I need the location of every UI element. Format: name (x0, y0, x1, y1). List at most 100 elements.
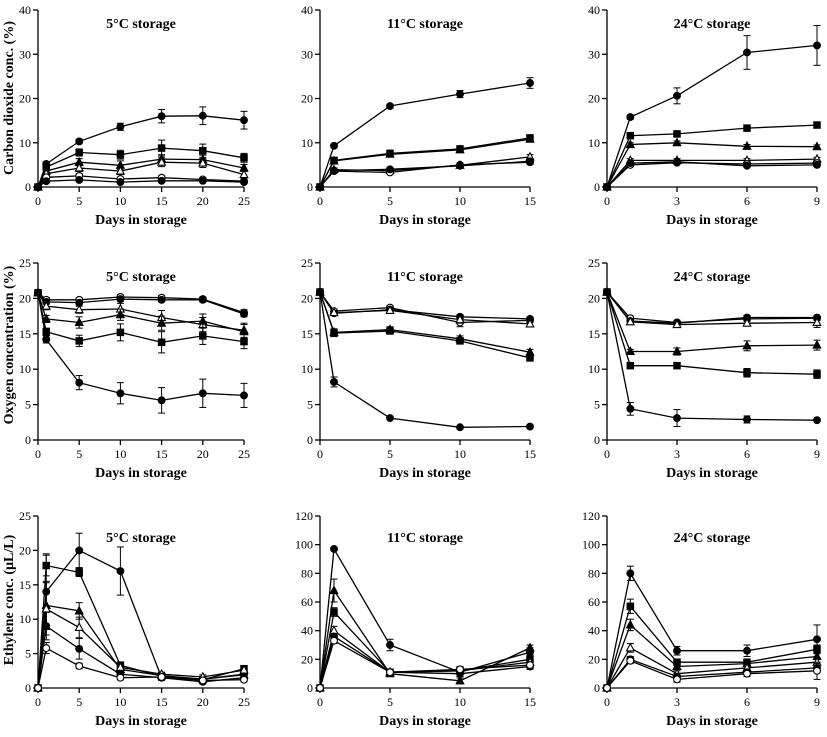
data-point (742, 317, 752, 327)
y-tick-label: 80 (301, 566, 313, 580)
series-6 (603, 157, 821, 191)
x-tick-label: 10 (454, 447, 466, 461)
data-point (199, 332, 207, 340)
data-point (74, 605, 84, 615)
panel-1-2: 0 10 20 30 40 0 5 10 15 11°C storage Days in stora… (301, 3, 536, 228)
y-tick-label: 15 (588, 327, 600, 341)
data-point (198, 676, 207, 685)
data-point (673, 157, 681, 166)
data-point (116, 150, 125, 159)
data-point (75, 378, 84, 387)
panel-title: 24°C storage (674, 17, 751, 32)
y-tick-label: 60 (588, 595, 600, 609)
series-line (37, 292, 245, 331)
data-point (198, 157, 208, 167)
panel-3-2: 0 20 40 60 80 100 120 0 5 10 15 11°C storage Days in… (295, 509, 536, 729)
data-point (626, 656, 635, 665)
series-6 (34, 642, 248, 692)
data-point (626, 159, 635, 168)
x-tick-label: 0 (317, 695, 323, 709)
x-tick-label: 25 (238, 194, 250, 208)
series-line (606, 623, 818, 689)
series-5 (603, 288, 821, 379)
y-tick-label: 25 (588, 256, 600, 270)
series-2 (603, 121, 821, 191)
y-tick-label: 0 (307, 433, 313, 447)
ylabel-row-1: Carbon dioxide conc. (%) (2, 21, 17, 175)
y-tick-label: 0 (594, 180, 600, 194)
data-point (743, 646, 751, 655)
y-tick-label: 5 (594, 398, 600, 412)
series-1 (316, 288, 534, 328)
data-point (626, 569, 635, 578)
x-tick-label: 20 (197, 194, 209, 208)
data-point (813, 416, 821, 425)
x-tick-label: 5 (387, 194, 393, 208)
series-6 (34, 175, 248, 191)
data-point (157, 144, 166, 152)
data-point (157, 338, 166, 347)
series-line (319, 629, 531, 689)
data-point (330, 141, 338, 150)
y-tick-label: 0 (25, 180, 31, 194)
x-tick-label: 6 (744, 194, 750, 208)
data-point (386, 165, 394, 174)
data-point (625, 346, 636, 356)
x-tick-label: 10 (454, 194, 466, 208)
x-tick-label: 6 (744, 695, 750, 709)
data-point (386, 102, 394, 110)
data-point (673, 675, 681, 684)
series-line (37, 549, 245, 689)
data-point (742, 340, 752, 350)
y-tick-label: 80 (588, 566, 600, 580)
panel-3-3: 0 20 40 60 80 100 120 0 3 6 9 24°C storage Days in s… (582, 509, 822, 729)
y-tick-label: 25 (19, 509, 31, 523)
data-point (42, 561, 50, 570)
data-point (330, 545, 338, 553)
data-point (199, 146, 207, 155)
data-point (34, 684, 42, 692)
data-point (603, 288, 611, 296)
data-point (75, 568, 83, 577)
y-tick-label: 40 (301, 3, 313, 17)
series-line (319, 291, 531, 325)
data-point (115, 165, 126, 175)
panel-title: 11°C storage (387, 17, 463, 32)
data-point (672, 319, 682, 329)
data-point (74, 317, 84, 327)
panel-title: 5°C storage (106, 531, 176, 546)
data-point (330, 377, 338, 386)
x-tick-label: 5 (387, 695, 393, 709)
data-point (157, 673, 166, 681)
data-point (116, 178, 125, 187)
series-line (606, 291, 818, 421)
y-tick-label: 10 (19, 612, 31, 626)
panel-3-1: 0 5 10 15 20 25 0 5 10 15 20 25 5°C storage Days in s… (19, 509, 250, 729)
x-axis-label: Days in storage (379, 213, 471, 228)
x-tick-label: 10 (114, 447, 126, 461)
series-6 (603, 288, 821, 428)
series-5 (316, 288, 534, 362)
data-point (743, 669, 751, 678)
y-tick-label: 20 (588, 652, 600, 666)
y-tick-label: 10 (588, 362, 600, 376)
x-axis-label: Days in storage (95, 213, 187, 228)
data-point (525, 133, 535, 143)
y-tick-label: 20 (301, 652, 313, 666)
y-tick-label: 20 (301, 291, 313, 305)
data-point (75, 137, 84, 146)
data-point (526, 422, 534, 431)
data-point (813, 370, 821, 378)
y-tick-label: 10 (301, 136, 313, 150)
data-point (240, 116, 248, 125)
x-tick-label: 0 (604, 194, 610, 208)
data-point (330, 166, 338, 175)
data-point (456, 161, 464, 170)
data-point (329, 585, 339, 595)
data-point (456, 337, 464, 345)
data-point (526, 157, 534, 166)
data-point (156, 317, 167, 327)
x-tick-label: 0 (317, 447, 323, 461)
series-6 (316, 636, 534, 692)
